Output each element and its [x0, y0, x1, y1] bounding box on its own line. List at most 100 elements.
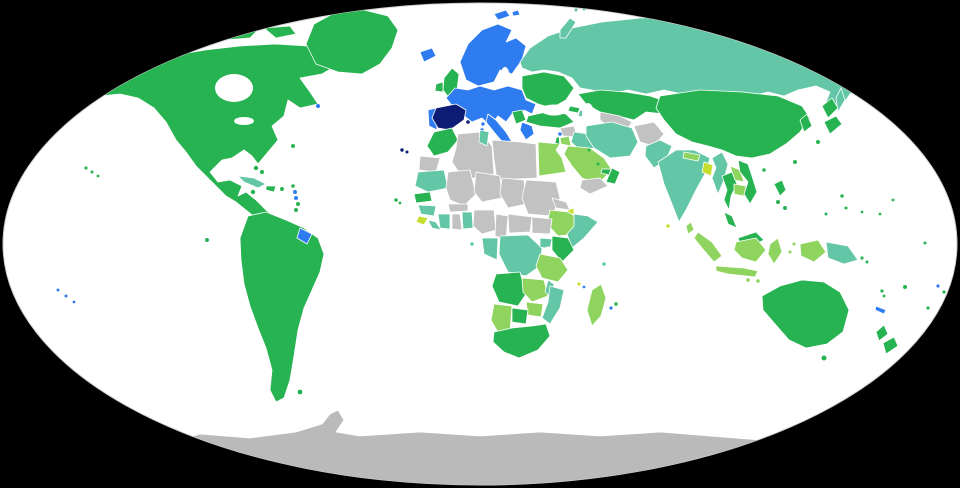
region-philippines	[783, 206, 787, 210]
region-greece	[519, 121, 535, 141]
region-indonesia-lesser-sunda	[756, 279, 760, 283]
region-vanuatu	[882, 294, 886, 298]
region-lesser-antilles	[291, 184, 295, 188]
region-togo-benin	[461, 211, 474, 230]
region-tasmania	[821, 355, 827, 361]
region-australia	[761, 279, 850, 349]
region-botswana	[511, 307, 529, 325]
region-saint-pierre-miquelon	[316, 104, 320, 108]
region-wallis-futuna	[936, 284, 940, 288]
region-georgia	[567, 105, 581, 114]
region-balearic-islands	[466, 120, 470, 124]
region-bahamas	[253, 165, 259, 171]
region-jordan	[559, 135, 572, 147]
region-sierra-leone	[415, 215, 429, 226]
region-tanzania	[535, 253, 569, 283]
region-japan	[816, 140, 820, 144]
region-cape-verde	[394, 198, 398, 202]
region-puerto-rico	[280, 187, 284, 191]
black-sea	[541, 104, 567, 116]
region-micronesia	[844, 206, 848, 210]
region-china-mongolia	[655, 89, 811, 159]
region-oman	[605, 167, 621, 185]
region-french-polynesia	[64, 294, 68, 298]
region-micronesia	[878, 212, 882, 216]
region-egypt	[537, 141, 567, 177]
lake-victoria	[544, 246, 552, 254]
region-sao-tome-principe	[470, 242, 474, 246]
region-bangladesh	[701, 161, 714, 177]
region-french-polynesia	[56, 288, 60, 292]
region-reunion	[609, 306, 613, 310]
region-galapagos	[205, 238, 209, 242]
region-guinea	[417, 204, 437, 217]
region-cambodia	[733, 183, 747, 197]
region-indonesia-java	[715, 265, 759, 278]
region-philippines	[776, 200, 780, 204]
region-comoros	[577, 282, 581, 286]
region-indonesia-lesser-sunda	[746, 278, 750, 282]
region-cote-divoire	[437, 213, 451, 230]
region-lesser-antilles	[296, 202, 300, 206]
region-canary-islands	[400, 148, 404, 152]
baltic-sea	[500, 67, 510, 85]
region-solomon-islands	[865, 260, 869, 264]
region-chad	[499, 177, 527, 209]
hudson-bay	[215, 74, 253, 102]
region-antarctica	[149, 409, 801, 485]
region-indonesia-kalimantan	[733, 237, 767, 263]
region-hawaii	[90, 170, 94, 174]
region-niger	[473, 171, 503, 203]
region-madagascar	[586, 283, 607, 327]
region-gabon-congo	[481, 237, 499, 261]
region-sri-lanka	[685, 221, 695, 235]
region-india	[657, 149, 711, 223]
region-franz-josef-land	[574, 8, 578, 12]
region-tonga	[926, 306, 930, 310]
region-japan	[821, 97, 843, 135]
region-fiji	[903, 285, 907, 289]
region-marshall-islands	[891, 198, 895, 202]
region-angola	[491, 271, 527, 307]
region-hawaii	[96, 174, 100, 178]
region-qatar	[596, 162, 600, 166]
region-martinique	[294, 196, 298, 200]
region-ireland	[434, 81, 444, 93]
region-novaya-zemlya	[559, 17, 577, 39]
region-burkina-faso	[447, 203, 469, 213]
region-ghana	[451, 213, 463, 231]
region-french-guiana	[296, 227, 313, 245]
region-libya	[491, 139, 538, 181]
region-nepal	[682, 151, 701, 162]
caspian-sea	[582, 103, 594, 125]
region-western-sahara	[418, 155, 441, 173]
region-south-sudan	[531, 216, 553, 235]
region-cape-verde	[398, 201, 402, 205]
region-kiribati	[923, 241, 927, 245]
region-south-korea	[799, 113, 813, 133]
region-mauritania	[414, 169, 449, 193]
region-laos	[729, 165, 745, 183]
region-micronesia	[860, 210, 864, 214]
region-seychelles	[602, 262, 606, 266]
region-jamaica	[250, 189, 256, 195]
region-spain	[431, 103, 467, 131]
region-senegal	[413, 191, 433, 204]
region-zimbabwe	[525, 301, 544, 318]
region-solomon-islands	[860, 256, 864, 260]
region-iran	[585, 121, 639, 159]
region-scandinavia	[459, 23, 527, 87]
region-bermuda	[291, 144, 295, 148]
region-philippines	[773, 179, 787, 197]
region-zambia	[521, 277, 549, 303]
region-new-zealand	[875, 324, 899, 355]
region-french-polynesia	[72, 300, 76, 304]
region-kenya	[551, 235, 575, 263]
region-indonesia-sulawesi	[767, 237, 783, 265]
region-mauritius	[614, 302, 618, 306]
region-tunisia	[478, 129, 490, 147]
region-trinidad	[294, 208, 298, 212]
region-svalbard	[493, 9, 521, 21]
